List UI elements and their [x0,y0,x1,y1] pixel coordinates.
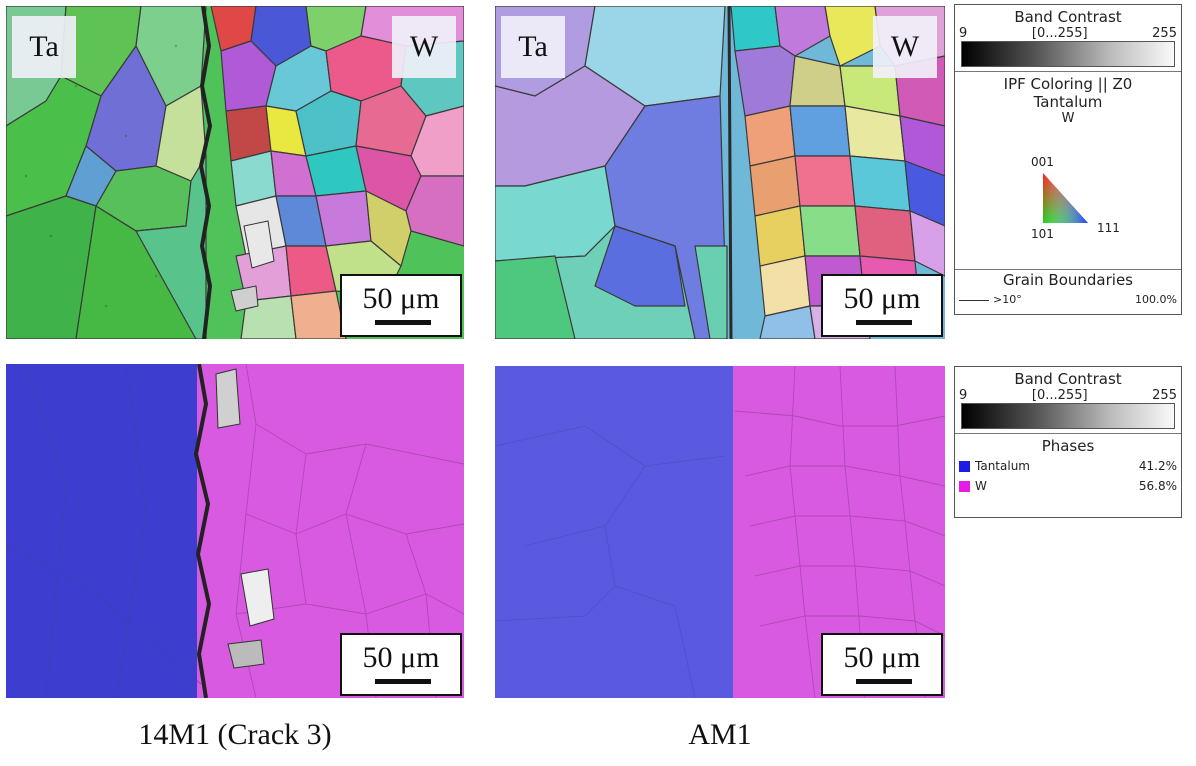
w-label: W [392,16,456,78]
ipf-map-14m1-image [6,6,464,339]
phase-row-tantalum: Tantalum 41.2% [955,459,1181,473]
band-contrast-title: Band Contrast [1014,370,1122,388]
phase-name-w: W [1061,111,1075,126]
band-contrast-range: 9 [0...255] 255 [955,388,1181,403]
band-contrast-gradient [961,41,1175,67]
scale-bar-text: 50 μm [843,282,921,315]
range-min: 9 [959,26,968,41]
grain-boundary-row: >10° 100.0% [955,293,1181,306]
band-contrast-title: Band Contrast [1014,8,1122,26]
caption-14m1: 14M1 (Crack 3) [138,718,332,751]
triangle-label-101: 101 [1031,227,1054,241]
range-mid: [0...255] [1031,26,1088,41]
range-max: 255 [1152,388,1177,403]
ipf-triangle: 001 101 111 [1025,155,1125,245]
range-min: 9 [959,388,968,403]
triangle-label-111: 111 [1097,221,1120,235]
scale-bar: 50 μm [340,274,462,337]
grain-boundaries-title: Grain Boundaries [1003,271,1133,289]
caption-am1: AM1 [688,718,752,751]
phases-title: Phases [1041,437,1095,455]
divider [955,71,1181,72]
triangle-label-001: 001 [1031,155,1054,169]
phase-map-am1: 50 μm [495,366,945,698]
w-label: W [873,16,937,78]
scale-bar-text: 50 μm [362,282,440,315]
phase-name: Tantalum [975,459,1030,473]
band-contrast-gradient [961,403,1175,429]
phase-row-w: W 56.8% [955,479,1181,493]
scale-bar-line [856,679,912,684]
range-mid: [0...255] [1031,388,1088,403]
ipf-legend: Band Contrast 9 [0...255] 255 IPF Colori… [954,4,1182,315]
phase-name-tantalum: Tantalum [1033,93,1103,111]
scale-bar-line [856,320,912,325]
divider [955,433,1181,434]
scale-bar-text: 50 μm [362,641,440,674]
tantalum-swatch [959,461,970,472]
range-max: 255 [1152,26,1177,41]
scale-bar: 50 μm [821,274,943,337]
divider [955,269,1181,270]
phase-map-14m1-image [6,364,464,698]
scale-bar-line [375,679,431,684]
band-contrast-range: 9 [0...255] 255 [955,26,1181,41]
ta-label: Ta [12,16,76,78]
phase-percent: 56.8% [1138,479,1177,493]
ipf-map-14m1: Ta W 50 μm [6,6,464,339]
ipf-map-am1: Ta W 50 μm [495,6,945,339]
scale-bar-text: 50 μm [843,641,921,674]
phase-name: W [975,479,987,493]
scale-bar: 50 μm [340,633,462,696]
scale-bar: 50 μm [821,633,943,696]
ipf-title: IPF Coloring || Z0 [1003,75,1133,93]
phase-legend: Band Contrast 9 [0...255] 255 Phases Tan… [954,366,1182,518]
boundary-swatch: >10° [959,293,1022,306]
boundary-percent: 100.0% [1135,293,1177,306]
boundary-threshold: >10° [993,293,1022,306]
phase-percent: 41.2% [1138,459,1177,473]
w-swatch [959,481,970,492]
phase-map-14m1: 50 μm [6,364,464,698]
ipf-triangle-icon [1043,173,1088,223]
ta-label: Ta [501,16,565,78]
scale-bar-line [375,320,431,325]
